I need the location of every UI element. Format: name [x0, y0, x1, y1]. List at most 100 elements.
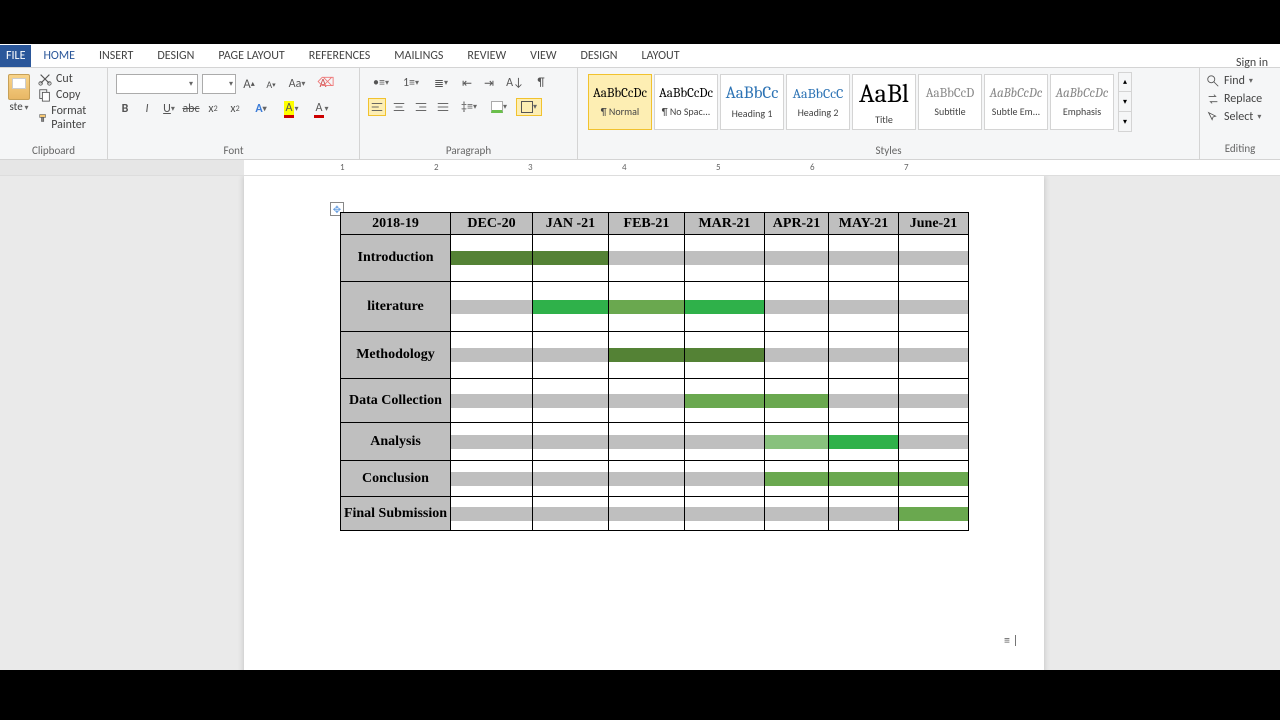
- gantt-cell[interactable]: [533, 497, 609, 531]
- styles-gallery[interactable]: AaBbCcDc¶ NormalAaBbCcDc¶ No Spac...AaBb…: [586, 72, 1116, 132]
- tab-page-layout[interactable]: PAGE LAYOUT: [206, 45, 296, 67]
- tab-view[interactable]: VIEW: [518, 45, 568, 67]
- gantt-cell[interactable]: [765, 235, 829, 282]
- gantt-cell[interactable]: [899, 282, 969, 332]
- text-effects-button[interactable]: A▾: [248, 100, 274, 118]
- align-left-button[interactable]: [368, 98, 386, 116]
- gantt-cell[interactable]: [829, 332, 899, 379]
- highlight-button[interactable]: A▾: [278, 100, 304, 118]
- style-heading-2[interactable]: AaBbCcCHeading 2: [786, 74, 850, 130]
- gantt-cell[interactable]: [609, 497, 685, 531]
- gantt-cell[interactable]: [451, 282, 533, 332]
- line-spacing-button[interactable]: ‡≡▾: [456, 98, 482, 116]
- select-button[interactable]: Select ▾: [1206, 108, 1274, 126]
- shrink-font-button[interactable]: A▾: [262, 75, 280, 93]
- style-heading-1[interactable]: AaBbCcHeading 1: [720, 74, 784, 130]
- subscript-button[interactable]: x2: [204, 100, 222, 118]
- tab-references[interactable]: REFERENCES: [297, 45, 383, 67]
- replace-button[interactable]: Replace: [1206, 90, 1274, 108]
- gantt-cell[interactable]: [685, 379, 765, 423]
- numbering-button[interactable]: 1≡▾: [398, 74, 424, 92]
- tab-design[interactable]: DESIGN: [145, 45, 206, 67]
- font-name-combo[interactable]: ▾: [116, 74, 198, 94]
- tab-mailings[interactable]: MAILINGS: [382, 45, 455, 67]
- gantt-cell[interactable]: [533, 379, 609, 423]
- gantt-cell[interactable]: [451, 461, 533, 497]
- font-color-button[interactable]: A▾: [308, 100, 334, 118]
- gantt-cell[interactable]: [609, 461, 685, 497]
- gantt-cell[interactable]: [685, 497, 765, 531]
- borders-button[interactable]: ▾: [516, 98, 542, 116]
- clear-format-button[interactable]: A⌫: [314, 75, 332, 93]
- gantt-cell[interactable]: [533, 461, 609, 497]
- gantt-cell[interactable]: [533, 423, 609, 461]
- align-center-button[interactable]: [390, 98, 408, 116]
- justify-button[interactable]: [434, 98, 452, 116]
- gantt-cell[interactable]: [451, 379, 533, 423]
- gantt-cell[interactable]: [765, 282, 829, 332]
- signin-link[interactable]: Sign in: [1236, 56, 1268, 70]
- gantt-cell[interactable]: [829, 497, 899, 531]
- gantt-cell[interactable]: [899, 235, 969, 282]
- style-emphasis[interactable]: AaBbCcDcEmphasis: [1050, 74, 1114, 130]
- gantt-cell[interactable]: [451, 497, 533, 531]
- sort-button[interactable]: A↓: [502, 74, 528, 92]
- tab-home[interactable]: HOME: [31, 45, 87, 67]
- show-marks-button[interactable]: ¶: [532, 74, 550, 92]
- style-subtle-em-[interactable]: AaBbCcDcSubtle Em...: [984, 74, 1048, 130]
- change-case-button[interactable]: Aa▾: [284, 75, 310, 93]
- superscript-button[interactable]: x2: [226, 100, 244, 118]
- indent-button[interactable]: ⇥: [480, 74, 498, 92]
- cut-button[interactable]: Cut: [38, 72, 99, 86]
- shading-button[interactable]: ▾: [486, 98, 512, 116]
- tab-file[interactable]: FILE: [0, 45, 31, 67]
- multilevel-button[interactable]: ≣▾: [428, 74, 454, 92]
- copy-button[interactable]: Copy: [38, 88, 99, 102]
- gantt-cell[interactable]: [829, 423, 899, 461]
- gantt-cell[interactable]: [451, 423, 533, 461]
- gantt-cell[interactable]: [533, 332, 609, 379]
- gantt-cell[interactable]: [829, 461, 899, 497]
- gantt-cell[interactable]: [765, 461, 829, 497]
- styles-down-icon[interactable]: ▾: [1119, 93, 1131, 112]
- grow-font-button[interactable]: A▴: [240, 75, 258, 93]
- find-button[interactable]: Find ▾: [1206, 72, 1274, 90]
- gantt-cell[interactable]: [765, 332, 829, 379]
- gantt-cell[interactable]: [609, 235, 685, 282]
- gantt-cell[interactable]: [533, 282, 609, 332]
- gantt-cell[interactable]: [829, 282, 899, 332]
- styles-up-icon[interactable]: ▴: [1119, 73, 1131, 92]
- styles-more-icon[interactable]: ▾: [1119, 113, 1131, 131]
- strike-button[interactable]: abc: [182, 100, 200, 118]
- outdent-button[interactable]: ⇤: [458, 74, 476, 92]
- align-right-button[interactable]: [412, 98, 430, 116]
- gantt-cell[interactable]: [451, 332, 533, 379]
- tab-design[interactable]: DESIGN: [569, 45, 630, 67]
- style-subtitle[interactable]: AaBbCcDSubtitle: [918, 74, 982, 130]
- gantt-cell[interactable]: [765, 423, 829, 461]
- gantt-cell[interactable]: [899, 423, 969, 461]
- gantt-cell[interactable]: [765, 497, 829, 531]
- gantt-cell[interactable]: [829, 235, 899, 282]
- gantt-cell[interactable]: [899, 332, 969, 379]
- gantt-cell[interactable]: [685, 332, 765, 379]
- bullets-button[interactable]: •≡▾: [368, 74, 394, 92]
- tab-layout[interactable]: LAYOUT: [630, 45, 692, 67]
- gantt-cell[interactable]: [829, 379, 899, 423]
- gantt-cell[interactable]: [609, 282, 685, 332]
- bold-button[interactable]: B: [116, 100, 134, 118]
- italic-button[interactable]: I: [138, 100, 156, 118]
- gantt-cell[interactable]: [899, 461, 969, 497]
- underline-button[interactable]: U▾: [160, 100, 178, 118]
- gantt-table[interactable]: 2018-19DEC-20JAN -21FEB-21MAR-21APR-21MA…: [340, 212, 969, 531]
- tab-review[interactable]: REVIEW: [455, 45, 518, 67]
- styles-scroll[interactable]: ▴ ▾ ▾: [1118, 72, 1132, 132]
- gantt-cell[interactable]: [451, 235, 533, 282]
- gantt-cell[interactable]: [765, 379, 829, 423]
- horizontal-ruler[interactable]: 1234567: [0, 160, 1280, 176]
- style--normal[interactable]: AaBbCcDc¶ Normal: [588, 74, 652, 130]
- gantt-cell[interactable]: [685, 423, 765, 461]
- gantt-cell[interactable]: [533, 235, 609, 282]
- gantt-cell[interactable]: [685, 282, 765, 332]
- paste-button[interactable]: ste ▾: [8, 72, 34, 132]
